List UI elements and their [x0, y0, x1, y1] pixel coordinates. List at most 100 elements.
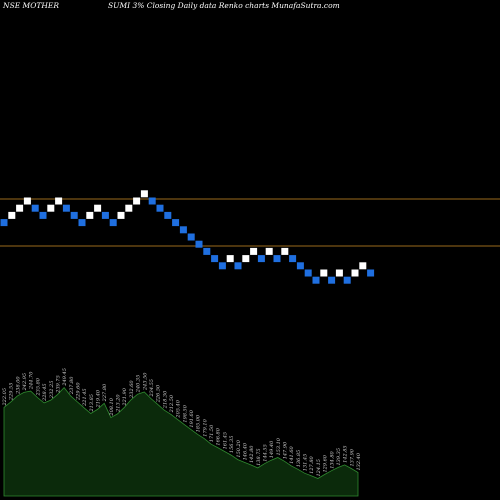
renko-brick-down	[164, 211, 172, 219]
renko-brick-down	[195, 240, 203, 248]
renko-brick-up	[133, 197, 141, 205]
volume-label: 240.35	[136, 375, 142, 394]
volume-label: 238.00	[15, 376, 21, 395]
renko-brick-down	[273, 255, 281, 263]
renko-brick-down	[304, 269, 312, 277]
reference-lines	[0, 198, 500, 247]
volume-label: 237.80	[69, 376, 75, 395]
renko-brick-up	[117, 211, 125, 219]
volume-label: 212.50	[169, 394, 175, 413]
volume-label: 161.45	[222, 432, 228, 450]
renko-brick-down	[218, 262, 226, 270]
volume-area	[3, 386, 359, 497]
renko-brick-down	[367, 269, 375, 277]
renko-brick-up	[125, 204, 133, 212]
volume-label: 221.45	[82, 388, 88, 407]
renko-brick-up	[359, 262, 367, 270]
volume-label: 171.50	[209, 424, 215, 442]
renko-brick-down	[211, 255, 219, 263]
volume-label: 142.80	[249, 445, 255, 463]
volume-label: 136.85	[296, 450, 302, 468]
volume-label: 229.60	[76, 382, 82, 401]
volume-label: 244.70	[29, 371, 35, 390]
volume-label: 129.60	[323, 454, 329, 472]
volume-label: 228.45	[42, 383, 48, 402]
volume-label: 144.55	[263, 444, 269, 462]
renko-brick-down	[39, 211, 47, 219]
renko-brick-down	[257, 255, 265, 263]
renko-brick-down	[312, 276, 320, 284]
renko-brick-up	[86, 211, 94, 219]
renko-brick-down	[156, 204, 164, 212]
volume-label: 156.35	[229, 436, 235, 454]
volume-label: 227.80	[102, 383, 108, 402]
volume-label: 132.40	[356, 452, 362, 470]
renko-brick-down	[31, 204, 39, 212]
volume-label: 150.20	[236, 439, 242, 457]
renko-brick-down	[62, 204, 70, 212]
volume-label: 149.40	[269, 440, 275, 458]
volume-label: 185.00	[196, 414, 202, 432]
volume-label: 221.90	[122, 387, 128, 406]
renko-brick-down	[234, 262, 242, 270]
renko-brick-up	[265, 247, 273, 255]
renko-brick-down	[343, 276, 351, 284]
renko-brick-up	[281, 247, 289, 255]
renko-brick-down	[203, 247, 211, 255]
volume-label: 249.45	[62, 368, 68, 387]
volume-label: 146.40	[243, 442, 249, 460]
volume-label: 166.80	[216, 427, 222, 445]
header-left: NSE MOTHER	[2, 1, 59, 10]
volume-labels: 222.05 229.55 238.00 242.95 244.70 235.80 228.…	[2, 368, 362, 476]
volume-label: 213.20	[116, 394, 122, 413]
renko-brick-up	[242, 255, 250, 263]
volume-label: 131.45	[303, 454, 309, 472]
volume-label: 232.25	[49, 381, 55, 400]
renko-brick-up	[250, 247, 258, 255]
renko-bricks	[0, 190, 375, 284]
volume-label: 139.35	[336, 448, 342, 466]
renko-brick-up	[16, 204, 24, 212]
renko-brick-down	[70, 211, 78, 219]
renko-brick-up	[23, 197, 31, 205]
renko-brick-down	[101, 211, 109, 219]
volume-label: 234.55	[149, 379, 155, 398]
volume-label: 219.40	[96, 389, 102, 408]
volume-label: 235.80	[35, 377, 41, 396]
renko-brick-down	[148, 197, 156, 205]
renko-brick-up	[351, 269, 359, 277]
renko-brick-up	[320, 269, 328, 277]
volume-label: 242.95	[22, 373, 28, 392]
renko-brick-up	[47, 204, 55, 212]
volume-label: 124.15	[316, 459, 322, 477]
volume-label: 141.60	[289, 445, 295, 463]
volume-label: 239.75	[55, 375, 61, 394]
renko-brick-down	[78, 219, 86, 227]
volume-label: 243.50	[142, 372, 148, 391]
volume-label: 208.10	[109, 397, 115, 416]
volume-label: 226.50	[156, 384, 162, 403]
volume-label: 198.50	[182, 404, 188, 422]
renko-brick-down	[179, 226, 187, 234]
volume-label: 153.10	[276, 437, 282, 455]
volume-label: 147.90	[283, 441, 289, 459]
renko-brick-up	[94, 204, 102, 212]
renko-brick-up	[8, 211, 16, 219]
volume-label: 134.80	[329, 450, 335, 468]
volume-label: 205.40	[176, 399, 182, 418]
renko-brick-down	[109, 219, 117, 227]
volume-label: 222.05	[2, 388, 8, 407]
renko-brick-down	[328, 276, 336, 284]
renko-brick-down	[289, 255, 297, 263]
volume-label: 127.80	[309, 455, 315, 473]
volume-label: 179.10	[202, 418, 208, 436]
volume-label: 142.85	[343, 445, 349, 463]
renko-brick-down	[187, 233, 195, 241]
renko-brick-up	[140, 190, 148, 198]
renko-brick-down	[296, 262, 304, 270]
renko-brick-up	[226, 255, 234, 263]
volume-label: 213.85	[89, 394, 95, 413]
renko-brick-down	[172, 219, 180, 227]
volume-label: 137.90	[349, 448, 355, 466]
